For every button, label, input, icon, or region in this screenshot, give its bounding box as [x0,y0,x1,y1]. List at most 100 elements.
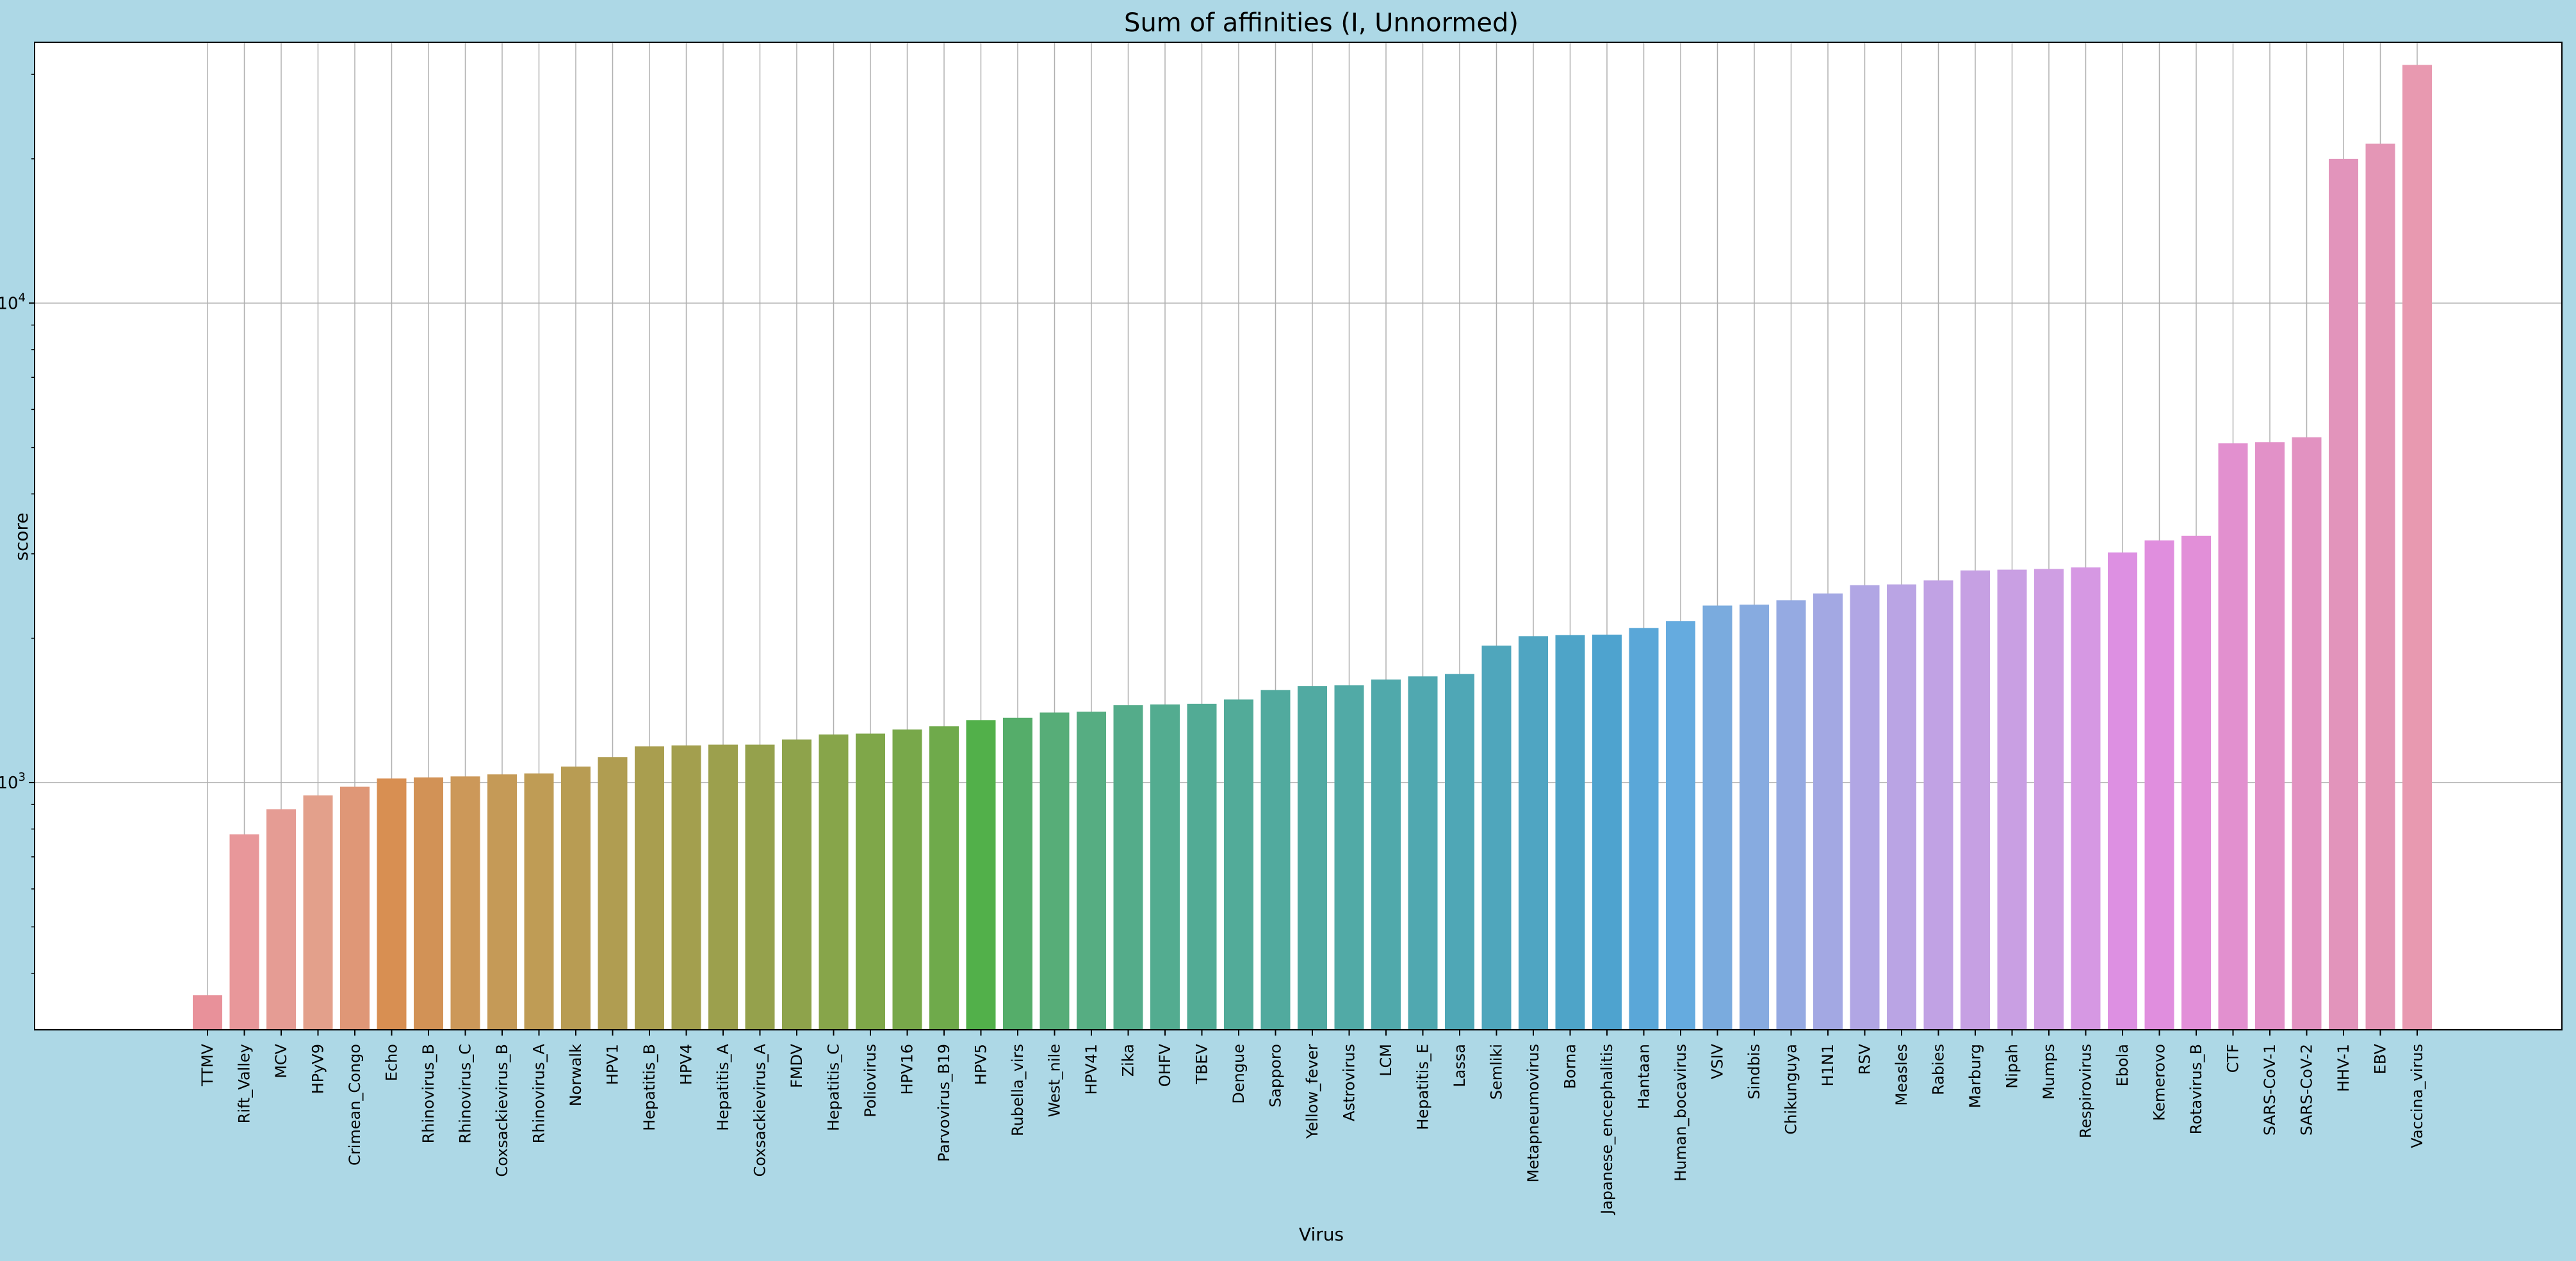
x-tick-label: Ebola [2114,1044,2132,1086]
x-tick-label: HPV5 [972,1044,990,1085]
bar [193,995,222,1030]
bar [2108,552,2137,1030]
x-tick-label: TTMV [199,1043,216,1087]
bar [598,757,628,1030]
x-tick-label: Japanese_encephalitis [1598,1044,1616,1216]
x-tick-label: Norwalk [567,1044,585,1107]
bar [1298,686,1327,1030]
x-tick-label: HPV16 [899,1044,917,1094]
bar [414,777,443,1030]
bar [524,773,554,1030]
bar [450,776,480,1030]
bar [1850,585,1880,1030]
bar [1187,703,1217,1030]
y-tick-label: 104 [0,291,26,313]
bar [2329,158,2358,1030]
bar [1077,712,1106,1030]
x-tick-label: Measles [1893,1044,1911,1106]
x-tick-label: Astrovirus [1341,1044,1358,1121]
bar [892,729,922,1030]
x-tick-label: Rhinovirus_C [457,1044,475,1144]
x-tick-label: Sapporo [1267,1044,1285,1107]
bar [303,795,333,1030]
bar [2071,567,2101,1030]
x-tick-label: Human_bocavirus [1672,1044,1690,1182]
x-tick-label: LCM [1377,1044,1395,1077]
x-tick-label: Hepatitis_C [825,1044,843,1131]
bar [1408,676,1438,1030]
x-tick-label: H1N1 [1819,1044,1837,1087]
bar [671,745,701,1030]
x-tick-label: Rhinovirus_B [420,1044,437,1143]
x-tick-label: EBV [2372,1043,2390,1074]
bar [1555,635,1585,1030]
bar [2218,443,2248,1030]
x-tick-label: VSIV [1709,1043,1727,1079]
bar [1481,646,1512,1030]
bar [1923,580,1953,1030]
bar [2365,143,2395,1030]
x-tick-label: Parvovirus_B19 [935,1044,953,1162]
bar [377,778,407,1030]
bar [266,809,296,1030]
bar [2144,540,2174,1030]
bar [1445,674,1474,1030]
x-tick-label: Rabies [1930,1044,1948,1095]
bar [745,744,775,1030]
bar [635,746,664,1030]
x-tick-label: West_nile [1046,1044,1064,1117]
bar [1813,593,1843,1030]
bar [1961,570,1990,1030]
bar [1371,679,1401,1030]
bar [561,766,591,1030]
x-tick-label: Mumps [2040,1044,2058,1100]
bar [1629,628,1659,1030]
bar [1519,636,1548,1030]
bar [1887,584,1916,1030]
y-tick-label: 103 [0,770,26,793]
x-axis-label: Virus [1299,1224,1344,1245]
bar [1740,605,1769,1030]
bar [1224,699,1253,1030]
x-tick-label: Crimean_Congo [346,1044,364,1166]
x-tick-label: HPV4 [678,1044,696,1085]
x-tick-label: HPV1 [604,1044,622,1085]
bar [2181,535,2211,1030]
chart-title: Sum of affinities (I, Unnormed) [1124,8,1519,38]
x-tick-label: Sindbis [1745,1044,1763,1100]
x-tick-label: Coxsackievirus_A [751,1043,769,1176]
x-tick-label: Rhinovirus_A [530,1043,548,1143]
bar [229,834,259,1030]
x-tick-label: MCV [272,1043,290,1078]
bar [2034,569,2064,1030]
bar [1666,621,1695,1030]
x-tick-label: Nipah [2003,1044,2021,1089]
x-tick-label: Rubella_virs [1009,1044,1027,1136]
x-tick-label: Coxsackievirus_B [493,1044,511,1177]
x-tick-label: Hepatitis_E [1414,1044,1432,1130]
bar [1003,717,1032,1030]
x-tick-label: Hepatitis_B [640,1044,658,1131]
x-tick-label: TBEV [1193,1043,1211,1084]
bar [340,786,370,1030]
bar [1260,690,1291,1030]
bar [1334,685,1364,1030]
bar [708,744,738,1030]
x-tick-label: Respirovirus [2077,1044,2095,1138]
x-tick-label: Vaccina_virus [2408,1044,2426,1148]
x-tick-label: Poliovirus [861,1044,879,1118]
x-tick-label: SARS-CoV-2 [2298,1044,2316,1135]
bar [929,726,959,1030]
y-axis-label: score [11,512,32,560]
y-axis: 103 104 [0,74,35,974]
x-tick-label: HPV41 [1082,1044,1100,1094]
x-tick-label: Dengue [1230,1044,1248,1104]
bar [1702,605,1732,1030]
x-axis: TTMV Rift_Valley MCV HPyV9 Crimean_Congo Echo… [199,1030,2426,1216]
x-tick-label: CTF [2224,1044,2242,1073]
x-tick-label: FMDV [788,1043,806,1088]
x-tick-label: Hepatitis_A [714,1043,732,1130]
bar [1776,600,1806,1030]
